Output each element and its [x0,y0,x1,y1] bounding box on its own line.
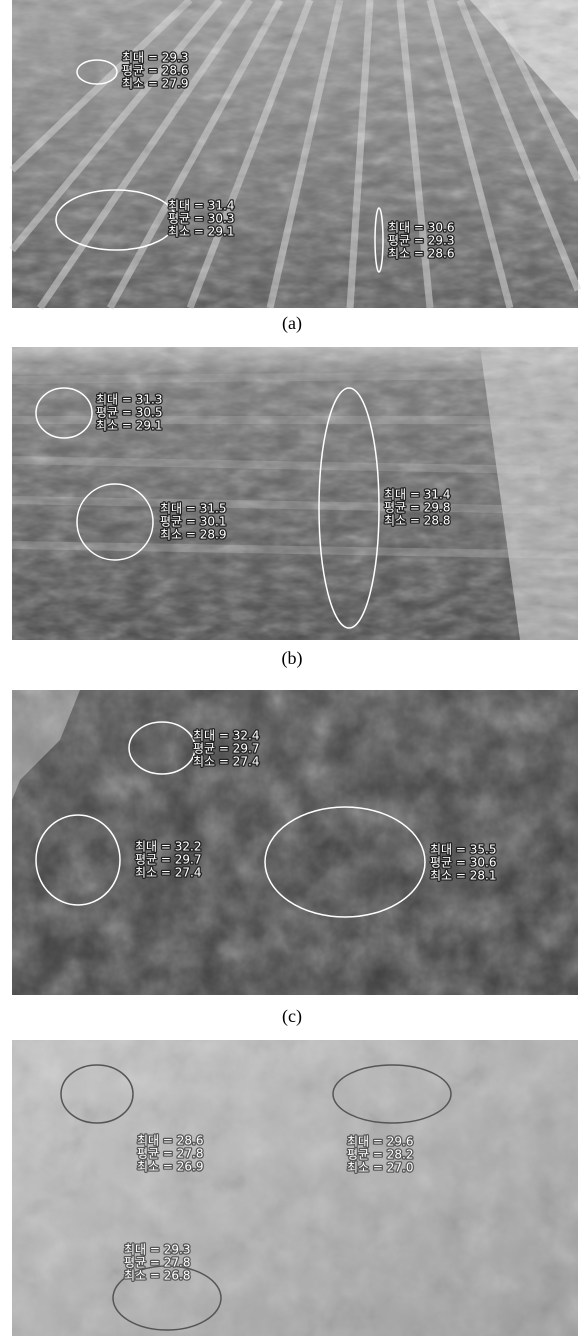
region-stat: 최대 = 31.4 [168,199,234,213]
region-stat: 최소 = 26.9 [137,1160,203,1174]
region-stat: 최대 = 29.3 [122,51,188,65]
region-stat: 평균 = 28.6 [122,64,188,78]
region-stat: 최소 = 29.1 [96,419,162,433]
region-stat: 평균 = 29.7 [135,853,201,867]
figure: 최대 = 29.3평균 = 28.6최소 = 27.9최대 = 31.4평균 =… [0,0,584,1336]
region-stat: 최대 = 31.3 [96,393,162,407]
image-b [12,347,578,640]
region-stat: 최대 = 29.3 [124,1243,190,1257]
region-stat: 최소 = 28.6 [388,247,454,261]
panel-caption: (b) [282,648,303,669]
panel-caption: (a) [282,313,302,334]
region-stat: 최대 = 31.4 [384,488,450,502]
region-stat: 최대 = 35.5 [430,843,496,857]
region-stat: 평균 = 30.6 [430,856,496,870]
region-stat: 평균 = 30.5 [96,406,162,420]
region-stat: 평균 = 27.8 [137,1147,203,1161]
region-stat: 최대 = 30.6 [388,221,454,235]
region-stat: 평균 = 29.7 [193,742,259,756]
region-stat: 최대 = 32.4 [193,729,259,743]
image-d [12,1040,578,1336]
region-stat: 최소 = 26.8 [124,1269,190,1283]
region-stat: 최대 = 31.5 [160,502,226,516]
region-stat: 최소 = 29.1 [168,225,234,239]
region-stat: 최소 = 28.1 [430,869,496,883]
image-a [12,0,578,308]
region-stat: 최소 = 27.0 [347,1161,413,1175]
region-stat: 최대 = 32.2 [135,840,201,854]
region-stat: 평균 = 29.8 [384,501,450,515]
region-stat: 최소 = 28.9 [160,528,226,542]
region-stat: 평균 = 27.8 [124,1256,190,1270]
region-stat: 최대 = 28.6 [137,1134,203,1148]
region-stat: 평균 = 28.2 [347,1148,413,1162]
region-stat: 최소 = 27.4 [193,755,259,769]
region-stat: 평균 = 30.1 [160,515,226,529]
region-stat: 평균 = 30.3 [168,212,234,226]
region-stat: 평균 = 29.3 [388,234,454,248]
region-stat: 최대 = 29.6 [347,1135,413,1149]
region-stat: 최소 = 27.4 [135,866,201,880]
region-stat: 최소 = 28.8 [384,514,450,528]
panel-caption: (c) [282,1006,302,1027]
region-stat: 최소 = 27.9 [122,77,188,91]
